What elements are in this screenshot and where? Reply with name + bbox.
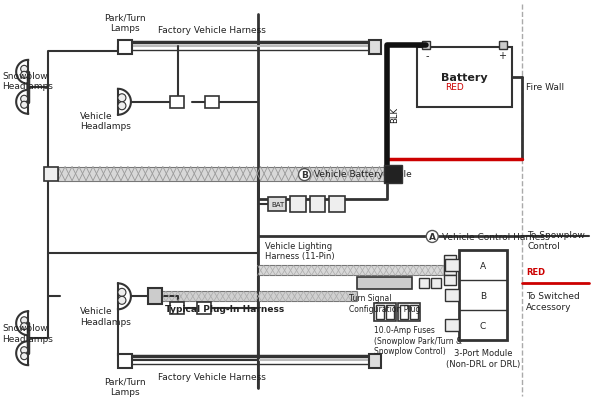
Text: To Snowplow
Control: To Snowplow Control (527, 231, 585, 250)
Bar (422, 42, 430, 50)
Bar (148, 289, 162, 304)
Circle shape (118, 297, 126, 304)
Circle shape (299, 169, 311, 181)
Text: Factory Vehicle Harness: Factory Vehicle Harness (158, 372, 266, 381)
Bar (499, 42, 507, 50)
Bar (417, 48, 512, 107)
Bar (257, 266, 444, 275)
Bar (398, 304, 420, 322)
Circle shape (20, 96, 28, 103)
Text: BAT: BAT (272, 201, 285, 207)
Bar (400, 306, 408, 320)
Text: Snowplow
Headlamps: Snowplow Headlamps (2, 72, 53, 91)
Circle shape (118, 103, 126, 110)
Bar (431, 279, 441, 289)
Text: Fire Wall: Fire Wall (526, 83, 564, 92)
Text: Vehicle
Headlamps: Vehicle Headlamps (80, 111, 131, 131)
Bar (44, 167, 58, 181)
Text: 10.0-Amp Fuses
(Snowplow Park/Turn &
Snowplow Control): 10.0-Amp Fuses (Snowplow Park/Turn & Sno… (374, 326, 463, 355)
Bar (445, 320, 459, 331)
Text: Turn Signal
Configuration Plug: Turn Signal Configuration Plug (349, 294, 421, 313)
Bar (374, 304, 397, 322)
Circle shape (118, 95, 126, 103)
Bar (444, 266, 456, 275)
Bar (444, 275, 456, 286)
Circle shape (20, 323, 28, 330)
Bar (170, 302, 184, 314)
Bar (370, 41, 382, 55)
Circle shape (20, 347, 28, 354)
Bar (376, 306, 385, 320)
Text: Battery: Battery (442, 73, 488, 83)
Bar (118, 41, 132, 55)
Circle shape (20, 66, 28, 73)
Bar (410, 306, 418, 320)
Bar (205, 97, 219, 109)
Text: Park/Turn
Lamps: Park/Turn Lamps (104, 14, 146, 33)
Circle shape (426, 231, 438, 243)
Text: Park/Turn
Lamps: Park/Turn Lamps (104, 376, 146, 395)
Bar (58, 167, 389, 181)
Text: Factory Vehicle Harness: Factory Vehicle Harness (158, 26, 266, 35)
Bar (329, 196, 346, 212)
Bar (419, 279, 429, 289)
Text: B: B (480, 291, 486, 300)
Bar (170, 97, 184, 109)
Text: Vehicle Control Harness: Vehicle Control Harness (442, 232, 550, 241)
Bar (358, 277, 412, 290)
Bar (370, 354, 382, 368)
Circle shape (20, 102, 28, 109)
Bar (459, 251, 507, 340)
Circle shape (20, 353, 28, 360)
Circle shape (118, 289, 126, 297)
Bar (445, 260, 459, 272)
Text: RED: RED (526, 268, 545, 277)
Bar (160, 292, 358, 302)
Bar (386, 306, 394, 320)
Bar (118, 354, 132, 368)
Text: B: B (301, 171, 308, 180)
Bar (385, 165, 402, 183)
Bar (197, 302, 211, 314)
Text: Typical Plug-In Harness: Typical Plug-In Harness (165, 304, 284, 314)
Circle shape (20, 317, 28, 324)
Text: 3-Port Module
(Non-DRL or DRL): 3-Port Module (Non-DRL or DRL) (446, 348, 520, 368)
Text: A: A (429, 232, 436, 241)
Text: -: - (425, 51, 429, 61)
Bar (445, 290, 459, 302)
Text: A: A (480, 261, 486, 270)
Text: Vehicle
Headlamps: Vehicle Headlamps (80, 306, 131, 326)
Circle shape (20, 72, 28, 79)
Bar (310, 196, 325, 212)
Text: BLK: BLK (391, 107, 400, 122)
Text: Vehicle Battery Cable: Vehicle Battery Cable (314, 170, 412, 179)
Text: Vehicle Lighting
Harness (11-Pin): Vehicle Lighting Harness (11-Pin) (265, 241, 334, 261)
Text: Snowplow
Headlamps: Snowplow Headlamps (2, 324, 53, 343)
Bar (290, 196, 305, 212)
Text: To Switched
Accessory: To Switched Accessory (526, 292, 580, 311)
Text: +: + (498, 51, 506, 61)
Bar (444, 256, 456, 266)
Text: C: C (480, 321, 486, 330)
Bar (268, 197, 286, 211)
Text: RED: RED (445, 83, 464, 91)
